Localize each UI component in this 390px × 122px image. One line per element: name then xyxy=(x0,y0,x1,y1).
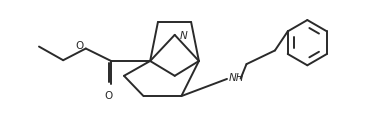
Text: O: O xyxy=(75,41,84,51)
Text: N: N xyxy=(180,31,188,41)
Text: NH: NH xyxy=(229,73,245,83)
Text: O: O xyxy=(105,91,113,101)
